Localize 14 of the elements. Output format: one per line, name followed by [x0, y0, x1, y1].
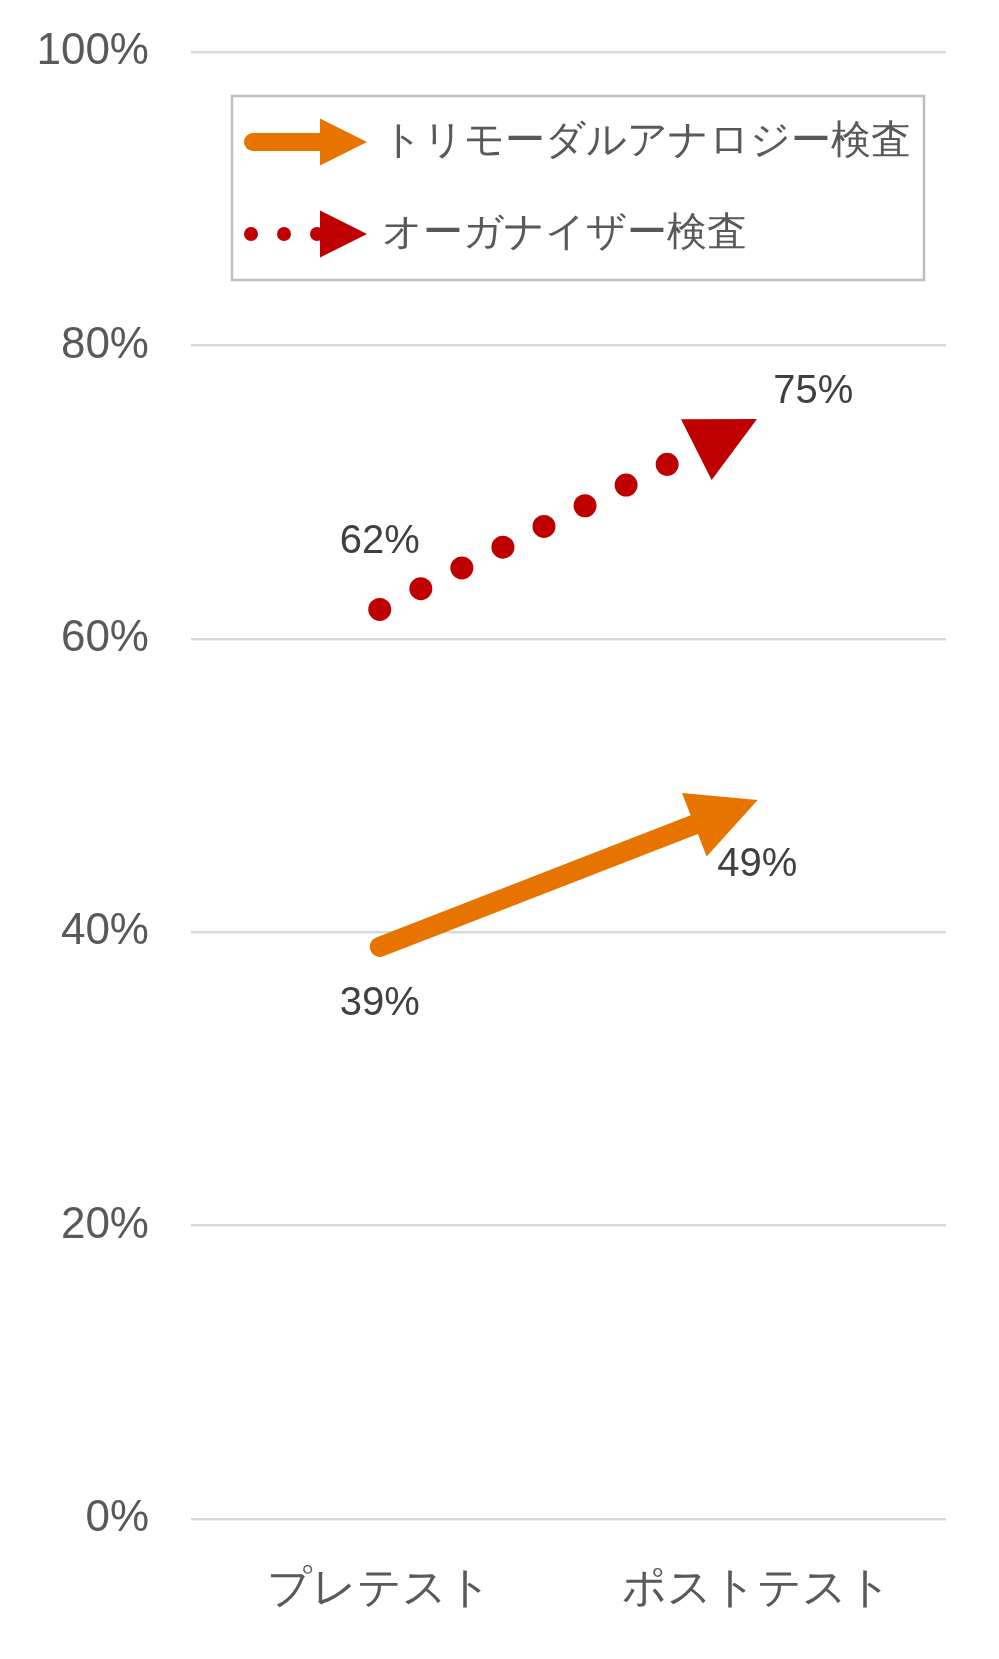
y-tick-label: 40%: [60, 904, 149, 954]
y-tick-label: 80%: [60, 317, 149, 367]
data-label: 39%: [339, 978, 420, 1023]
data-label: 49%: [717, 840, 798, 885]
y-tick-label: 20%: [60, 1197, 149, 1247]
data-label: 62%: [339, 517, 420, 562]
data-label: 75%: [773, 366, 854, 411]
y-tick-label: 60%: [60, 610, 149, 660]
x-tick-label: ポストテスト: [622, 1561, 893, 1611]
y-tick-label: 100%: [36, 24, 149, 74]
legend-label: トリモーダルアナロジー検査: [382, 117, 911, 162]
legend-label: オーガナイザー検査: [382, 209, 747, 254]
y-tick-label: 0%: [85, 1491, 149, 1541]
x-tick-label: プレテスト: [267, 1561, 493, 1611]
